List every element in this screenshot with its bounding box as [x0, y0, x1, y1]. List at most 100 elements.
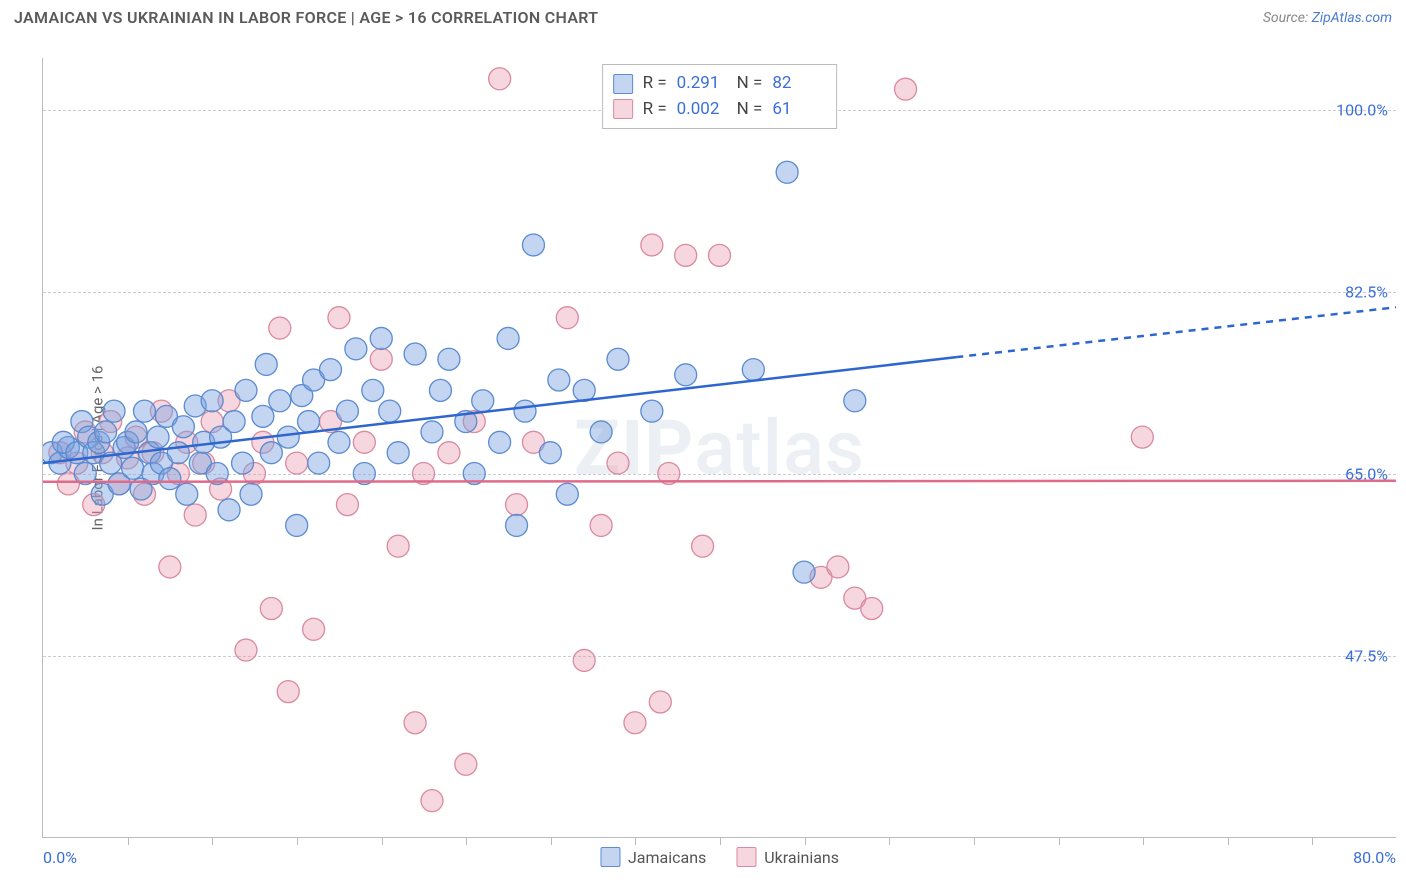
scatter-point: [692, 535, 714, 557]
x-tick: [1312, 837, 1313, 845]
scatter-point: [387, 535, 409, 557]
scatter-point: [286, 452, 308, 474]
scatter-point: [641, 400, 663, 422]
source-link[interactable]: ZipAtlas.com: [1312, 10, 1392, 26]
scatter-point: [590, 514, 612, 536]
scatter-point: [232, 452, 254, 474]
legend-item: Ukrainians: [736, 847, 839, 867]
scatter-point: [607, 452, 629, 474]
x-axis-max-label: 80.0%: [1353, 848, 1396, 867]
scatter-point: [641, 234, 663, 256]
scatter-point: [159, 556, 181, 578]
scatter-point: [438, 442, 460, 464]
n-value: 82: [772, 71, 822, 97]
x-tick: [889, 837, 890, 845]
scatter-point: [506, 494, 528, 516]
legend-swatch: [600, 847, 620, 867]
scatter-point: [539, 442, 561, 464]
scatter-point: [235, 639, 257, 661]
legend: Jamaicans Ukrainians: [600, 847, 839, 867]
source-attribution: Source: ZipAtlas.com: [1263, 10, 1392, 26]
scatter-point: [298, 411, 320, 433]
x-tick: [1143, 837, 1144, 845]
stats-swatch: [613, 74, 633, 94]
scatter-point: [844, 390, 866, 412]
scatter-point: [556, 483, 578, 505]
scatter-point: [125, 421, 147, 443]
scatter-point: [176, 483, 198, 505]
scatter-point: [353, 431, 375, 453]
scatter-point: [103, 400, 125, 422]
x-tick: [551, 837, 552, 845]
scatter-point: [122, 457, 144, 479]
scatter-point: [201, 390, 223, 412]
scatter-point: [255, 353, 277, 375]
legend-swatch: [736, 847, 756, 867]
scatter-point: [472, 390, 494, 412]
scatter-point: [1131, 426, 1153, 448]
scatter-point: [308, 452, 330, 474]
scatter-point: [776, 161, 798, 183]
scatter-point: [320, 359, 342, 381]
scatter-point: [438, 348, 460, 370]
scatter-point: [607, 348, 629, 370]
scatter-point: [827, 556, 849, 578]
scatter-point: [404, 343, 426, 365]
plot-area: In Labor Force | Age > 16 ZIPatlas 47.5%…: [42, 58, 1396, 838]
trend-line: [43, 481, 1396, 482]
r-value: 0.291: [677, 71, 727, 97]
stats-row: R = 0.002 N = 61: [613, 97, 823, 123]
x-tick: [1228, 837, 1229, 845]
scatter-point: [793, 561, 815, 583]
scatter-point: [573, 649, 595, 671]
scatter-point: [489, 68, 511, 90]
scatter-point: [362, 379, 384, 401]
scatter-point: [573, 379, 595, 401]
scatter-point: [303, 618, 325, 640]
scatter-point: [370, 348, 392, 370]
scatter-point: [387, 442, 409, 464]
x-tick: [128, 837, 129, 845]
scatter-point: [240, 483, 262, 505]
scatter-point: [167, 442, 189, 464]
scatter-point: [218, 499, 240, 521]
scatter-point: [172, 416, 194, 438]
n-label: N =: [737, 71, 763, 97]
scatter-point: [336, 494, 358, 516]
scatter-point: [489, 431, 511, 453]
scatter-point: [590, 421, 612, 443]
scatter-point: [649, 691, 671, 713]
scatter-point: [742, 359, 764, 381]
legend-item: Jamaicans: [600, 847, 706, 867]
scatter-point: [133, 400, 155, 422]
scatter-point: [624, 712, 646, 734]
n-value: 61: [772, 97, 822, 123]
r-value: 0.002: [677, 97, 727, 123]
stats-box: R = 0.291 N = 82 R = 0.002 N = 61: [602, 64, 838, 129]
scatter-point: [421, 421, 443, 443]
scatter-point: [269, 317, 291, 339]
x-tick: [805, 837, 806, 845]
scatter-point: [522, 234, 544, 256]
scatter-point: [269, 390, 291, 412]
scatter-point: [260, 442, 282, 464]
scatter-point: [95, 421, 117, 443]
x-tick: [720, 837, 721, 845]
scatter-point: [159, 468, 181, 490]
scatter-point: [895, 78, 917, 100]
r-label: R =: [643, 97, 667, 123]
scatter-point: [286, 514, 308, 536]
x-tick: [1059, 837, 1060, 845]
scatter-point: [429, 379, 451, 401]
scatter-point: [370, 327, 392, 349]
r-label: R =: [643, 71, 667, 97]
scatter-point: [328, 431, 350, 453]
scatter-point: [421, 790, 443, 812]
x-axis-min-label: 0.0%: [43, 848, 77, 867]
scatter-point: [379, 400, 401, 422]
x-tick: [212, 837, 213, 845]
scatter-point: [277, 681, 299, 703]
scatter-point: [556, 307, 578, 329]
scatter-point: [675, 244, 697, 266]
n-label: N =: [737, 97, 763, 123]
